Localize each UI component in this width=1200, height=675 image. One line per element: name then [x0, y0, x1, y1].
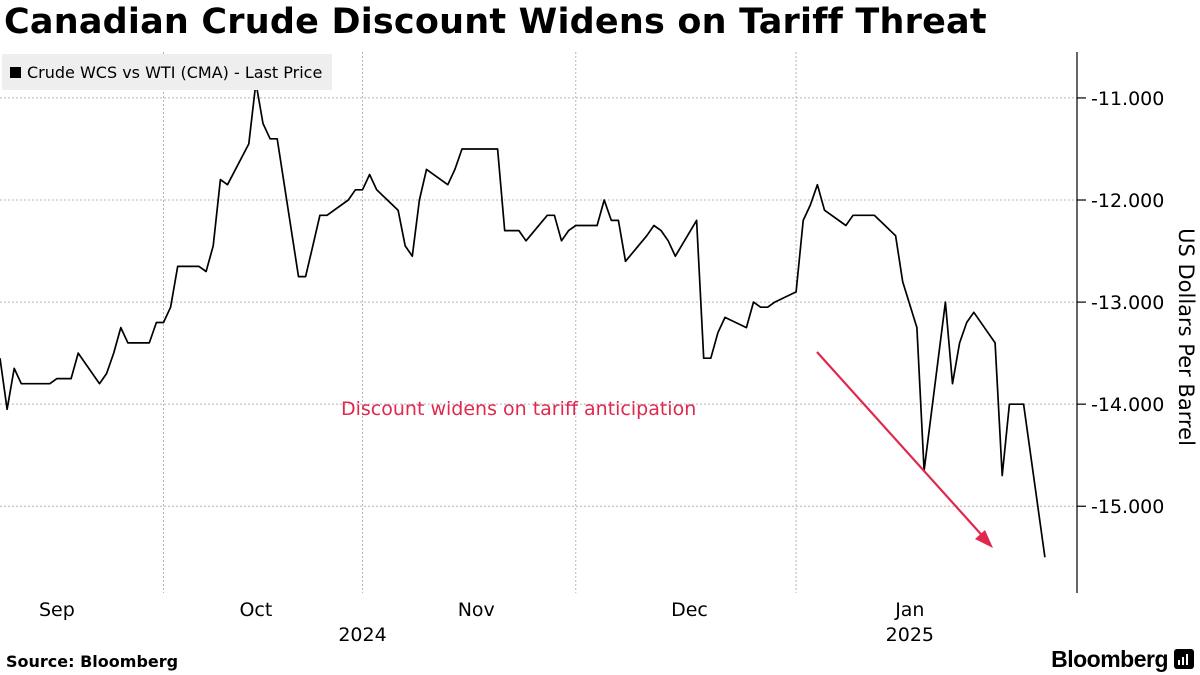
- bloomberg-logo-text: Bloomberg: [1051, 646, 1168, 672]
- annotation-arrow: [816, 351, 993, 548]
- y-tick-label: -13.000: [1091, 292, 1164, 314]
- y-tick-label: -11.000: [1091, 88, 1164, 110]
- y-tick-label: -14.000: [1091, 394, 1164, 416]
- x-tick-label: Sep: [39, 599, 75, 621]
- series-line-wcs-vs-wti: [0, 81, 1046, 558]
- legend: Crude WCS vs WTI (CMA) - Last Price: [2, 54, 333, 90]
- x-year-label: 2025: [886, 624, 934, 646]
- chart-title: Canadian Crude Discount Widens on Tariff…: [4, 2, 987, 42]
- x-tick-label: Nov: [458, 599, 495, 621]
- source-note: Source: Bloomberg: [6, 652, 179, 671]
- bloomberg-logo-icon: [1174, 649, 1194, 669]
- annotation-text: Discount widens on tariff anticipation: [341, 398, 696, 420]
- x-tick-label: Dec: [671, 599, 708, 621]
- legend-label: Crude WCS vs WTI (CMA) - Last Price: [27, 62, 323, 82]
- legend-swatch: [10, 66, 21, 78]
- y-axis-title: US Dollars Per Barrel: [1174, 228, 1198, 446]
- arrow-head: [975, 530, 993, 548]
- x-tick-label: Oct: [239, 599, 272, 621]
- y-tick-label: -12.000: [1091, 190, 1164, 212]
- gridlines: [0, 52, 1077, 593]
- x-tick-labels: Sep Oct Nov Dec Jan 2024 2025: [39, 599, 934, 646]
- x-tick-label: Jan: [894, 599, 924, 621]
- y-tick-label: -15.000: [1091, 496, 1164, 518]
- arrow-shaft: [816, 351, 989, 543]
- y-ticks: -11.000 -12.000 -13.000 -14.000 -15.000: [1077, 88, 1164, 518]
- x-year-label: 2024: [338, 624, 386, 646]
